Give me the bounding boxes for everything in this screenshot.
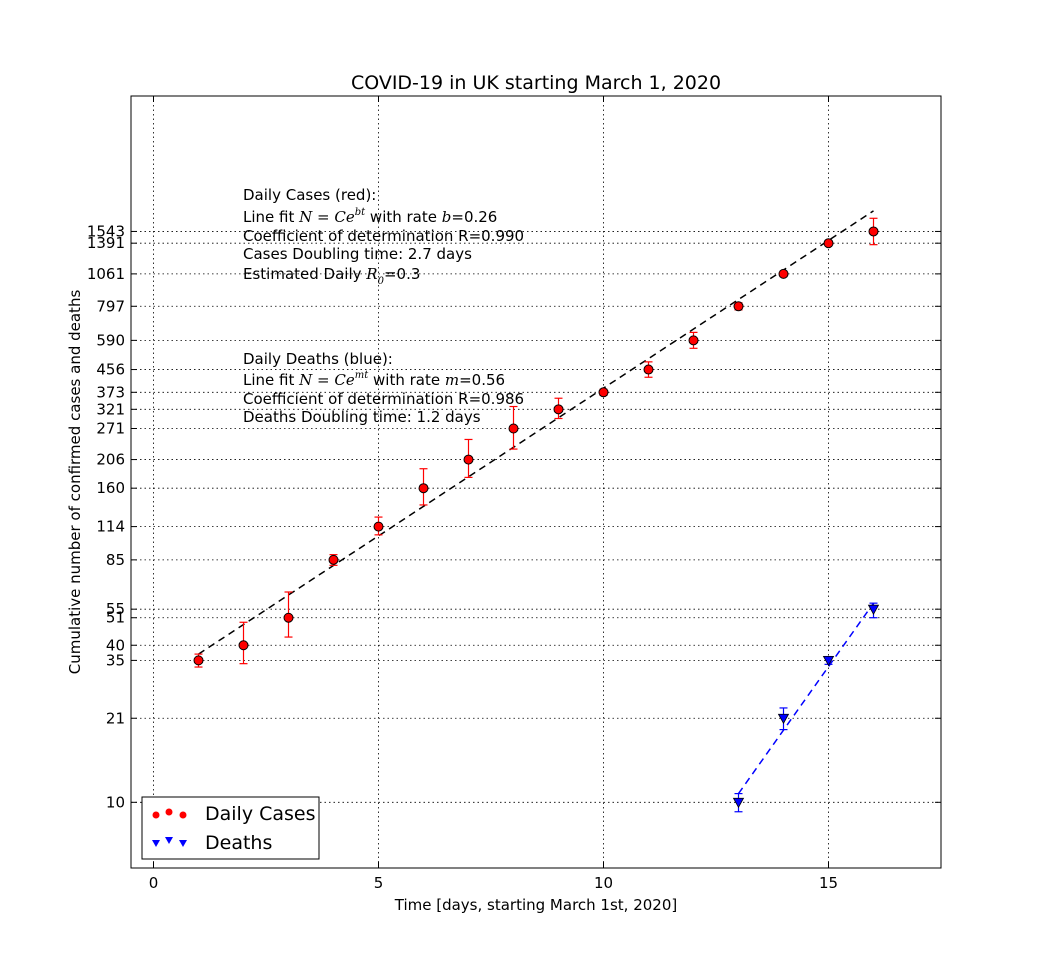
deaths-point [777,713,790,725]
y-tick-label: 40 [106,636,125,654]
legend-cases-dot-icon [179,811,187,819]
fit-lines [198,210,875,795]
cases-point [868,226,879,237]
cases-fit-line [198,210,874,655]
y-tick-label: 35 [106,651,125,669]
legend-deaths-triangle-icon [152,840,160,847]
data-markers [193,226,880,809]
cases-point [598,387,609,398]
cases-r0-prefix: Estimated Daily [243,265,366,283]
legend: Daily Cases Deaths [141,796,320,860]
y-tick-label: 1061 [87,265,125,283]
deaths-fit-exponent: mt [355,370,369,381]
deaths-fit-prefix: Line fit [243,371,299,389]
deaths-point [867,604,880,615]
y-tick-label: 206 [96,451,125,469]
deaths-fit-line [737,602,875,795]
cases-annotation: Daily Cases (red): Line fit N = Cebt wit… [243,186,524,287]
cases-point [553,404,564,415]
y-tick-label: 590 [96,331,125,349]
cases-point [823,238,834,249]
cases-fit-prefix: Line fit [243,208,299,226]
deaths-point [822,655,835,667]
cases-point [193,655,204,666]
x-tick-label: 0 [149,874,159,892]
y-tick-label: 321 [96,400,125,418]
cases-r0-var: R [365,265,377,283]
deaths-annotation-heading: Daily Deaths (blue): [243,350,393,368]
grid-lines [131,96,941,868]
deaths-fit-rate-prefix: with rate [368,371,445,389]
cases-point [778,268,789,279]
y-tick-label: 160 [96,479,125,497]
y-tick-label: 21 [106,709,125,727]
deaths-fit-rate-var: m [445,371,459,389]
y-tick-label: 456 [96,361,125,379]
y-tick-label: 1391 [87,234,125,252]
deaths-annotation: Daily Deaths (blue): Line fit N = Cemt w… [243,350,524,426]
cases-point [643,364,654,375]
cases-fit-formula: N = Ce [298,208,355,226]
y-tick-label: 10 [106,793,125,811]
y-tick-label: 114 [96,518,125,536]
legend-cases-marker-icon [152,808,187,819]
y-tick-label: 1543 [87,222,125,240]
y-tick-label: 373 [96,383,125,401]
x-tick-label: 10 [594,874,613,892]
cases-fit-exponent: bt [355,207,366,218]
deaths-fit-formula: N = Ce [298,371,355,389]
cases-r0-sub: 0 [378,276,385,287]
cases-point [238,640,249,651]
cases-annotation-fit: Line fit N = Cebt with rate b=0.26 [243,207,497,226]
cases-fit-rate-var: b [442,208,452,226]
legend-deaths-label: Deaths [205,832,272,854]
legend-cases-dot-icon [152,811,160,819]
cases-fit-rate-prefix: with rate [365,208,442,226]
legend-deaths-triangle-icon [179,840,187,847]
plot-frame [130,95,942,869]
cases-annotation-doubling: Cases Doubling time: 2.7 days [243,245,472,263]
y-axis-label: Cumulative number of confirmed cases and… [66,290,84,675]
deaths-annotation-doubling: Deaths Doubling time: 1.2 days [243,408,481,426]
cases-annotation-r: Coefficient of determination R=0.990 [243,227,524,245]
deaths-annotation-fit: Line fit N = Cemt with rate m=0.56 [243,370,505,389]
plot-area [131,96,941,868]
cases-point [508,423,519,434]
cases-point [688,335,699,346]
y-tick-label: 55 [106,600,125,618]
cases-fit-rate-value: =0.26 [451,208,497,226]
y-tick-label: 85 [106,551,125,569]
cases-point [463,454,474,465]
legend-cases-label: Daily Cases [205,803,316,825]
cases-annotation-heading: Daily Cases (red): [243,186,376,204]
legend-cases-dot-icon [165,808,173,816]
legend-box [141,796,320,860]
cases-r0-value: =0.3 [384,265,420,283]
y-tick-label: 271 [96,419,125,437]
cases-point [418,483,429,494]
cases-point [373,521,384,532]
x-axis-label: Time [days, starting March 1st, 2020] [394,896,677,914]
legend-deaths-marker-icon [152,837,187,847]
legend-deaths-triangle-icon [165,837,173,844]
x-tick-label: 15 [819,874,838,892]
cases-annotation-r0: Estimated Daily R0=0.3 [243,265,420,287]
x-tick-label: 5 [374,874,384,892]
chart-title: COVID-19 in UK starting March 1, 2020 [351,72,721,94]
y-tick-label: 797 [96,297,125,315]
deaths-fit-rate-value: =0.56 [459,371,505,389]
y-tick-label: 51 [106,609,125,627]
cases-point [733,301,744,312]
deaths-annotation-r: Coefficient of determination R=0.986 [243,390,524,408]
deaths-point [732,797,745,809]
cases-point [328,554,339,565]
cases-point [283,612,294,623]
